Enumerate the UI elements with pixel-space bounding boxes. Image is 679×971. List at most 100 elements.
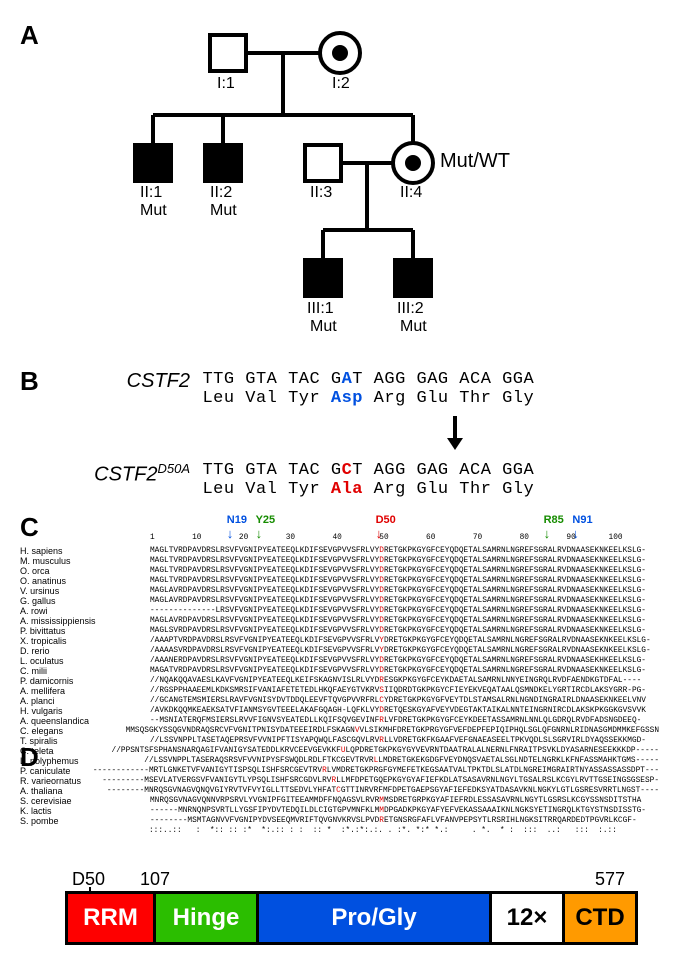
label-iii2-g: Mut <box>400 318 427 336</box>
alignment-row: L. oculatus/AAANERDPAVDRSLRSVFVGNIPYEATE… <box>20 656 659 666</box>
alignment-row: P. bivittatusMAGLSVRDPAVDRSLRSVFVGNIPYEA… <box>20 626 659 636</box>
sequence: --------------LRSVFVGNIPYEATEEQLKDIFSEVG… <box>150 606 646 616</box>
label-i1: I:1 <box>217 75 235 93</box>
sequence: MAGLTVRDPAVDRSLRSVFVGNIPYEATEEQLKDIFSEVG… <box>150 546 646 556</box>
d50-arrow-icon <box>80 869 100 891</box>
alignment-row: D. rerio/AAAASVRDPAVDRSLRSVFVGNIPYEATEEQ… <box>20 646 659 656</box>
alignment-row: T. spiralis//LSSVNPPLTASETAQEPRSVFVVNIPF… <box>20 736 659 746</box>
pos107-label: 107 <box>140 869 170 890</box>
alignment-row: O. anatinusMAGLTVRDPAVDRSLRSVFVGNIPYEATE… <box>20 576 659 586</box>
wt-gene-label: CSTF2 <box>70 370 190 393</box>
sequence: //NQAKQQAVAESLKAVFVGNIPYEATEEQLKEIFSKAGN… <box>150 676 641 686</box>
species-label: X. tropicalis <box>20 636 150 646</box>
sequence: ------MNRNQNPSVRTLLYGSFIPYDVTEDQILDLCIGT… <box>150 806 646 816</box>
species-label: A. mellifera <box>20 686 150 696</box>
alignment-row: G. gallusMAGLAVRDPAVDRSLRSVFVGNIPYEATEEQ… <box>20 596 659 606</box>
domain-bar: RRM Hinge Pro/Gly 12× CTD <box>65 891 638 945</box>
alignment-row: S. pombe--------MSMTAGNVVFVGNIPYDVSEEQMV… <box>20 816 659 826</box>
sequence: /AAANERDPAVDRSLRSVFVGNIPYEATEEQLKDIFSEVG… <box>150 656 646 666</box>
species-label: R. varieornatus <box>20 776 102 786</box>
sequence: MNRQSGVNAGVQNNVRPSRVLYVGNIPFGITEEAMMDFFN… <box>150 796 641 806</box>
label-iii1: III:1 <box>307 300 334 318</box>
species-label: C. elegans <box>20 726 126 736</box>
domain-rrm: RRM <box>68 894 156 942</box>
species-label: H. vulgaris <box>20 706 150 716</box>
sequence: ------------MRTLGNKETVFVANIGYTISPSQLISHF… <box>93 766 659 776</box>
conservation-row: :::..:: : *:: :: :* *:.:: : : :: * :*.:*… <box>20 826 659 836</box>
figure: A <box>20 20 659 951</box>
alignment-row: O. orcaMAGLTVRDPAVDRSLRSVFVGNIPYEATEEQLK… <box>20 566 659 576</box>
alignment-row: V. ursinusMAGLAVRDPAVDRSLRSVFVGNIPYEATEE… <box>20 586 659 596</box>
panel-a: A <box>20 20 659 360</box>
mut-gene-label: CSTF2D50A <box>70 461 190 487</box>
species-label: M. musculus <box>20 556 150 566</box>
alignment-row: A. mississippiensisMAGLAVRDPAVDRSLRSVFVG… <box>20 616 659 626</box>
alignment-row: P. damicornis//NQAKQQAVAESLKAVFVGNIPYEAT… <box>20 676 659 686</box>
species-label: P. damicornis <box>20 676 150 686</box>
alignment-row: A. thaliana--------MNRQSGVNAGVQNQVGIYRVT… <box>20 786 659 796</box>
sequence: MMSQSGKYSSQGVNDRAQSRCVFVGNITPNISYDATEEEI… <box>126 726 659 736</box>
species-label: S. cerevisiae <box>20 796 150 806</box>
alignment-row: X. tropicalis/AAAPTVRDPAVDRSLRSVFVGNIPYE… <box>20 636 659 646</box>
sequence: //GCANGTEMSMIERSLRAVFVGNISYDVTDDQLEEVFTQ… <box>150 696 646 706</box>
sequence: //RGSPPHAAEEMLKDKSMRSIFVANIAFETETEDLHKQF… <box>150 686 646 696</box>
sequence: MAGLTVRDPAVDRSLRSVFVGNIPYEATEEQLKDIFSEVG… <box>150 566 646 576</box>
species-label: O. orca <box>20 566 150 576</box>
panel-d-label: D <box>20 742 39 773</box>
panel-c: N19↓Y25↓D50↓R85↓N91↓ 1 10 20 30 40 50 60… <box>20 514 659 836</box>
sequence: MAGLAVRDPAVDRSLRSVFVGNIPYEATEEQLKDIFSEVG… <box>150 586 646 596</box>
alignment-row: A. rowi--------------LRSVFVGNIPYEATEEQLK… <box>20 606 659 616</box>
species-label: K. lactis <box>20 806 150 816</box>
label-i2: I:2 <box>332 75 350 93</box>
alignment-row: L. polyphemus//LSSVNPPLTASERAQSRSVFVVNIP… <box>20 756 659 766</box>
alignment-row: A. planci//GCANGTEMSMIERSLRAVFVGNISYDVTD… <box>20 696 659 706</box>
label-ii2-g: Mut <box>210 202 237 220</box>
sequence: MAGLTVRDPAVDRSLRSVFVGNIPYEATEEQLKDIFSEVG… <box>150 576 646 586</box>
mutation-arrow <box>250 414 659 455</box>
species-label: S. pombe <box>20 816 150 826</box>
domain-12x: 12× <box>492 894 565 942</box>
wt-seq: TTG GTA TAC GAT AGG GAG ACA GGA Leu Val … <box>202 370 534 408</box>
species-label: D. rerio <box>20 646 150 656</box>
sequence: MAGLTVRDPAVDRSLRSVFVGNIPYEATEEQLKDIFSEVG… <box>150 556 646 566</box>
mut-seq: TTG GTA TAC GCT AGG GAG ACA GGA Leu Val … <box>202 461 534 499</box>
sequence: --MSNIATERQFMSIERSLRVVFIGNVSYEATEDLLKQIF… <box>150 716 641 726</box>
alignment-body: H. sapiensMAGLTVRDPAVDRSLRSVFVGNIPYEATEE… <box>20 546 659 836</box>
sequence: //LSSVNPPLTASERAQSRSVFVVNIPYSFSWQDLRDLFT… <box>144 756 659 766</box>
species-label: A. rowi <box>20 606 150 616</box>
label-ii4: II:4 <box>400 184 422 202</box>
alignment-row: M. musculusMAGLTVRDPAVDRSLRSVFVGNIPYEATE… <box>20 556 659 566</box>
species-label: C. milii <box>20 666 150 676</box>
label-ii1: II:1 <box>140 184 162 202</box>
species-label: A. thaliana <box>20 786 107 796</box>
alignment-row: P. caniculate------------MRTLGNKETVFVANI… <box>20 766 659 776</box>
sequence: MAGLAVRDPAVDRSLRSVFVGNIPYEATEEQLKDIFSEVG… <box>150 596 646 606</box>
label-ii4-g: Mut/WT <box>440 150 510 173</box>
sequence: --------MNRQSGVNAGVQNQVGIYRVTVFVYIGLLTTS… <box>107 786 659 796</box>
species-label: O. anatinus <box>20 576 150 586</box>
species-label: A. queenslandica <box>20 716 150 726</box>
domain-hinge: Hinge <box>156 894 259 942</box>
domain-ctd: CTD <box>565 894 635 942</box>
conservation: :::..:: : *:: :: :* *:.:: : : :: * :*.:*… <box>74 826 659 836</box>
sequence: //PPSNTSFSPHANSNARQAGIFVANIGYSATEDDLKRVC… <box>112 746 659 756</box>
label-ii1-g: Mut <box>140 202 167 220</box>
alignment-row: C. teleta//PPSNTSFSPHANSNARQAGIFVANIGYSA… <box>20 746 659 756</box>
species-label: A. planci <box>20 696 150 706</box>
label-ii2: II:2 <box>210 184 232 202</box>
sequence: --------MSMTAGNVVFVGNIPYDVSEEQMVRIFTQVGN… <box>150 816 637 826</box>
alignment-row: K. lactis------MNRNQNPSVRTLLYGSFIPYDVTED… <box>20 806 659 816</box>
alignment-row: C. elegansMMSQSGKYSSQGVNDRAQSRCVFVGNITPN… <box>20 726 659 736</box>
sequence: MAGLSVRDPAVDRSLRSVFVGNIPYEATEEQLKDIFSEVG… <box>150 626 646 636</box>
species-label: P. bivittatus <box>20 626 150 636</box>
panel-d: D50 107 577 RRM Hinge Pro/Gly 12× CTD <box>20 851 659 951</box>
alignment-row: S. cerevisiaeMNRQSGVNAGVQNNVRPSRVLYVGNIP… <box>20 796 659 806</box>
sequence: //LSSVNPPLTASETAQEPRSVFVVNIPFTISYAPQWQLF… <box>150 736 646 746</box>
panel-b: CSTF2 TTG GTA TAC GAT AGG GAG ACA GGA Le… <box>70 370 659 499</box>
alignment-row: A. queenslandica--MSNIATERQFMSIERSLRVVFI… <box>20 716 659 726</box>
sequence: MAGATVRDPAVDRSLRSVFVGNIPYEATEEQLKDIFSEVG… <box>150 666 646 676</box>
sequence: MAGLAVRDPAVDRSLRSVFVGNIPYEATEEQLKDIFSEVG… <box>150 616 646 626</box>
alignment-row: H. sapiensMAGLTVRDPAVDRSLRSVFVGNIPYEATEE… <box>20 546 659 556</box>
alignment-header: N19↓Y25↓D50↓R85↓N91↓ 1 10 20 30 40 50 60… <box>150 514 659 546</box>
panel-b-label: B <box>20 366 39 397</box>
